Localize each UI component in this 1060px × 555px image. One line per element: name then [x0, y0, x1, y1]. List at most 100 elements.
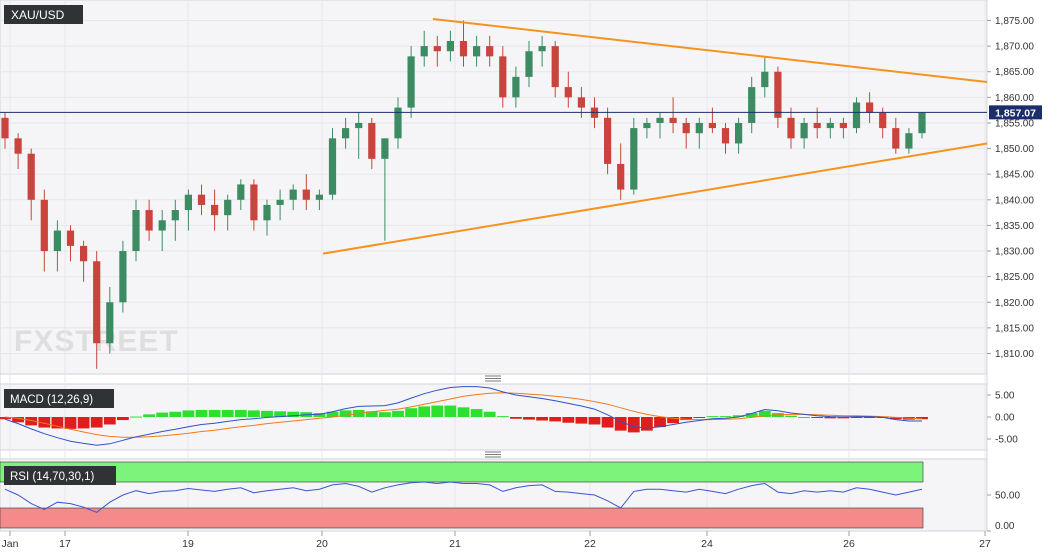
bullish-candle	[852, 102, 861, 129]
macd-hist-bar-positive	[365, 411, 378, 417]
price-tick-label: 1,825.00	[995, 272, 1034, 283]
bullish-candle	[538, 46, 546, 52]
bullish-candle	[171, 210, 179, 221]
macd-hist-bar-negative	[38, 417, 51, 428]
macd-hist-bar-positive	[326, 411, 339, 417]
macd-hist-bar-positive	[457, 407, 470, 417]
rsi-tick-label: 50.00	[995, 491, 1020, 502]
macd-hist-bar-negative	[77, 417, 90, 429]
bullish-candle	[734, 122, 743, 144]
bearish-candle	[603, 117, 612, 164]
date-tick-label: 20	[316, 538, 328, 550]
macd-hist-bar-positive	[706, 416, 719, 418]
macd-hist-bar-negative	[850, 417, 863, 418]
macd-hist-bar-negative	[588, 417, 601, 425]
rsi-tick-label: 0.00	[995, 521, 1015, 532]
price-tick-label: 1,840.00	[995, 195, 1034, 206]
bullish-candle	[446, 40, 455, 52]
macd-label-bg	[4, 389, 114, 408]
bearish-candle	[27, 153, 35, 200]
macd-label: MACD (12,26,9)	[10, 394, 93, 406]
bearish-candle	[210, 204, 219, 216]
date-tick-label: Jan	[2, 538, 19, 550]
bullish-candle	[328, 138, 337, 195]
macd-hist-bar-negative	[889, 417, 902, 420]
trendline-layer	[322, 18, 988, 255]
bullish-candle	[918, 112, 926, 134]
macd-hist-bar-positive	[143, 414, 155, 417]
grid-layer	[0, 0, 987, 531]
macd-hist-bar-positive	[392, 410, 404, 417]
price-tick-label: 1,810.00	[995, 349, 1034, 360]
macd-hist-bar-negative	[654, 417, 666, 428]
bullish-candle	[237, 184, 245, 200]
price-tick-label: 1,860.00	[995, 93, 1034, 104]
bearish-candle	[368, 122, 376, 159]
macd-hist-bar-negative	[523, 417, 535, 420]
bullish-candle	[826, 122, 834, 129]
chart-frame	[0, 0, 988, 532]
main-panel-bg	[0, 0, 987, 374]
bullish-candle	[800, 122, 808, 139]
price-tick-label: 1,845.00	[995, 170, 1034, 181]
symbol-label-bg	[4, 5, 83, 24]
bearish-candle	[93, 261, 101, 344]
resistance-trendline	[432, 18, 988, 83]
macd-hist-bar-positive	[470, 409, 483, 417]
macd-hist-bar-negative	[811, 417, 824, 418]
bullish-candle	[106, 302, 114, 344]
candlestick-series	[1, 20, 926, 369]
bearish-candle	[682, 122, 690, 134]
bearish-candle	[79, 245, 88, 262]
symbol-label: XAU/USD	[11, 8, 65, 22]
macd-hist-bar-negative	[536, 417, 548, 421]
macd-hist-bar-positive	[130, 416, 142, 418]
bearish-candle	[708, 122, 717, 129]
macd-hist-bar-negative	[64, 417, 77, 429]
bearish-candle	[564, 87, 572, 98]
macd-hist-bar-negative	[680, 417, 693, 421]
macd-hist-bar-positive	[169, 411, 182, 417]
bullish-candle	[525, 51, 533, 77]
macd-hist-bar-positive	[313, 413, 326, 417]
macd-hist-bar-positive	[234, 409, 247, 417]
bullish-candle	[132, 210, 140, 252]
macd-hist-bar-negative	[614, 417, 627, 431]
bearish-candle	[66, 230, 75, 246]
bullish-candle	[289, 189, 297, 200]
macd-hist-bar-positive	[379, 412, 391, 417]
bearish-candle	[787, 117, 795, 139]
macd-hist-bar-negative	[51, 417, 64, 429]
macd-hist-bar-positive	[483, 411, 496, 417]
last-price-value: 1,857.07	[995, 107, 1036, 119]
macd-resize-handle[interactable]	[485, 375, 501, 382]
date-tick-label: 17	[59, 538, 71, 550]
bearish-candle	[892, 128, 900, 149]
price-tick-label: 1,820.00	[995, 298, 1034, 309]
bullish-candle	[394, 107, 402, 139]
rsi-zones	[0, 461, 924, 529]
macd-hist-bar-positive	[339, 410, 352, 417]
price-tick-label: 1,850.00	[995, 144, 1034, 155]
bearish-candle	[879, 112, 887, 129]
date-tick-label: 24	[701, 538, 713, 550]
rsi-label: RSI (14,70,30,1)	[10, 471, 95, 483]
bullish-candle	[630, 128, 638, 190]
rsi-oversold-zone	[0, 507, 924, 529]
bullish-candle	[276, 199, 284, 205]
bullish-candle	[53, 230, 62, 252]
macd-tick-label: -5.00	[995, 435, 1018, 446]
bearish-candle	[145, 210, 153, 231]
bullish-candle	[512, 76, 520, 98]
rsi-resize-handle[interactable]	[485, 451, 501, 458]
macd-hist-bar-positive	[182, 410, 195, 417]
bullish-candle	[263, 204, 271, 221]
macd-hist-bar-positive	[208, 409, 221, 417]
price-tick-label: 1,815.00	[995, 323, 1034, 334]
bullish-candle	[905, 133, 913, 149]
macd-hist-bar-negative	[824, 417, 837, 419]
rsi-line	[4, 481, 923, 513]
macd-hist-bar-positive	[719, 416, 732, 418]
